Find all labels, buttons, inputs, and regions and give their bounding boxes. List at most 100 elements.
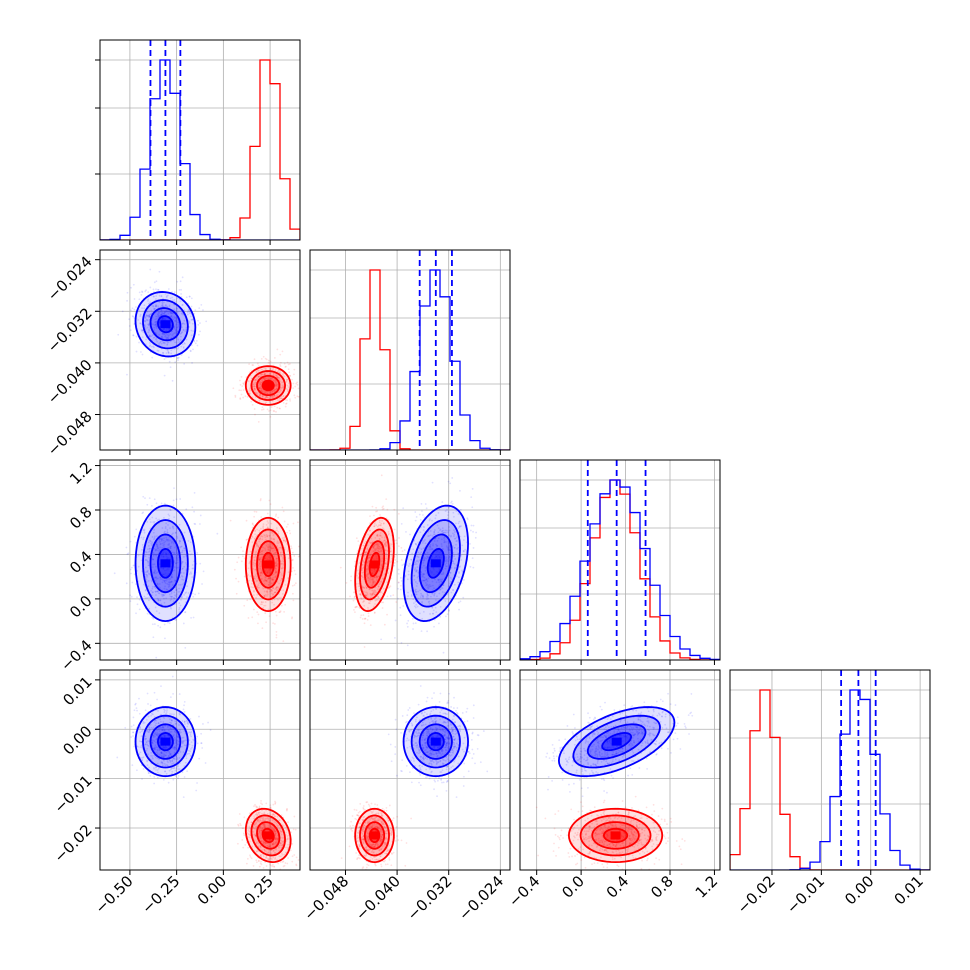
scatter-point: [434, 517, 437, 520]
scatter-point: [249, 388, 252, 391]
scatter-point: [179, 300, 182, 303]
scatter-point: [410, 558, 412, 561]
scatter-point: [433, 530, 436, 533]
scatter-point: [399, 606, 402, 609]
scatter-point: [428, 534, 430, 537]
scatter-point: [260, 601, 263, 604]
scatter-point: [262, 377, 264, 380]
scatter-point: [254, 381, 257, 384]
scatter-point: [251, 396, 254, 399]
scatter-point: [442, 584, 445, 587]
scatter-point: [262, 525, 265, 528]
scatter-point: [146, 326, 149, 329]
scatter-point: [171, 296, 174, 299]
scatter-point: [174, 532, 177, 534]
scatter-point: [167, 312, 170, 315]
scatter-point: [152, 323, 155, 326]
panel-2-0: −0.40.00.40.81.2: [57, 458, 301, 675]
scatter-point: [172, 584, 174, 586]
scatter-point: [178, 584, 180, 586]
scatter-point: [184, 611, 187, 613]
scatter-point: [286, 378, 288, 381]
scatter-point: [142, 529, 145, 532]
scatter-point: [169, 311, 172, 313]
scatter-point: [193, 510, 195, 513]
scatter-point: [180, 574, 183, 577]
scatter-point: [274, 576, 277, 579]
scatter-point: [156, 577, 159, 580]
scatter-point: [182, 622, 185, 625]
scatter-point: [255, 381, 257, 384]
scatter-point: [181, 312, 184, 314]
scatter-point: [438, 551, 441, 554]
scatter-point: [258, 558, 261, 561]
scatter-point: [181, 771, 184, 774]
scatter-point: [273, 380, 275, 383]
scatter-point: [176, 321, 179, 324]
scatter-point: [144, 320, 147, 323]
scatter-point: [177, 774, 180, 777]
scatter-point: [248, 392, 251, 395]
scatter-point: [263, 534, 265, 536]
scatter-point: [265, 396, 268, 398]
scatter-point: [449, 555, 451, 557]
scatter-point: [451, 532, 454, 535]
scatter-point: [279, 397, 282, 399]
scatter-point: [164, 579, 167, 582]
scatter-point: [251, 541, 254, 544]
scatter-point: [269, 391, 272, 394]
scatter-point: [146, 692, 149, 695]
scatter-point: [163, 594, 165, 597]
scatter-point: [175, 562, 178, 565]
scatter-point: [172, 540, 175, 543]
scatter-point: [159, 576, 162, 579]
scatter-point: [447, 585, 450, 588]
scatter-point: [259, 498, 262, 500]
scatter-point: [129, 594, 132, 597]
scatter-point: [265, 577, 267, 579]
scatter-point: [265, 392, 268, 395]
scatter-point: [274, 384, 277, 387]
scatter-point: [178, 288, 181, 291]
scatter-point: [128, 318, 131, 321]
histogram-line: [520, 479, 720, 660]
scatter-point: [424, 542, 427, 545]
scatter-point: [260, 388, 263, 390]
scatter-point: [132, 731, 135, 734]
scatter-point: [254, 378, 257, 381]
scatter-point: [253, 358, 256, 361]
scatter-point: [176, 552, 179, 555]
scatter-point: [192, 330, 195, 332]
scatter-point: [162, 297, 164, 300]
scatter-point: [158, 321, 161, 324]
scatter-point: [204, 762, 207, 764]
scatter-point: [147, 545, 150, 547]
scatter-point: [264, 593, 267, 596]
scatter-point: [466, 517, 469, 520]
scatter-point: [163, 311, 166, 314]
scatter-point: [205, 320, 208, 323]
scatter-point: [272, 372, 275, 375]
scatter-point: [252, 382, 254, 385]
scatter-point: [180, 562, 183, 565]
scatter-point: [183, 556, 185, 558]
scatter-point: [144, 559, 147, 562]
scatter-point: [167, 288, 170, 290]
scatter-point: [413, 568, 416, 571]
scatter-point: [167, 334, 170, 337]
scatter-point: [163, 601, 166, 604]
scatter-point: [438, 578, 441, 581]
scatter-point: [277, 542, 280, 545]
scatter-point: [197, 592, 200, 595]
scatter-point: [163, 358, 166, 361]
scatter-point: [194, 342, 197, 345]
scatter-point: [355, 605, 358, 608]
scatter-point: [414, 543, 417, 545]
scatter-point: [159, 542, 162, 545]
scatter-point: [453, 533, 456, 536]
scatter-point: [282, 564, 285, 567]
scatter-point: [431, 548, 434, 551]
scatter-point: [166, 337, 169, 339]
scatter-point: [284, 584, 287, 586]
scatter-point: [163, 313, 166, 316]
